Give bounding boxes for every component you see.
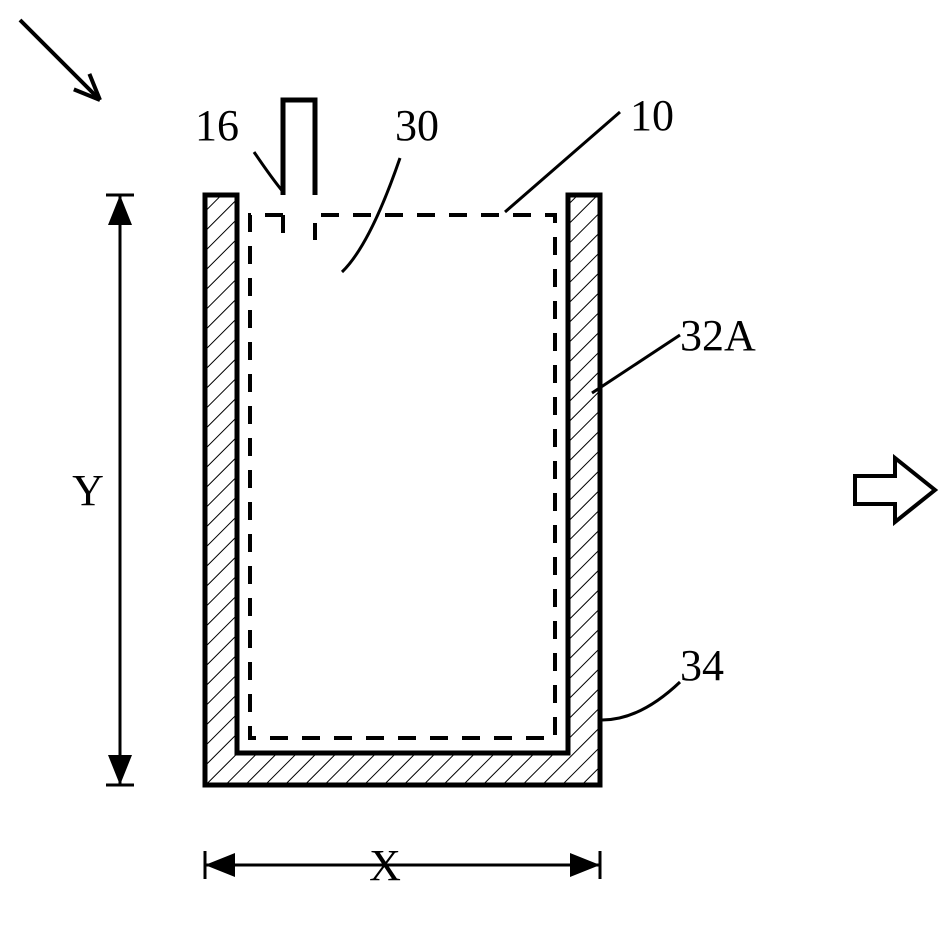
leader-34 xyxy=(602,682,680,720)
dimension-x-label: X xyxy=(369,841,401,890)
top-left-arrow xyxy=(20,20,100,100)
dimension-x: X xyxy=(205,841,600,890)
right-block-arrow xyxy=(855,458,935,522)
dimension-y-label: Y xyxy=(72,466,104,515)
container-wall xyxy=(205,195,600,785)
dimension-y: Y xyxy=(72,195,134,785)
dashed-insert xyxy=(250,215,555,738)
label-32a: 32A xyxy=(680,311,756,360)
label-16: 16 xyxy=(195,101,239,150)
top-port xyxy=(283,100,315,195)
label-34: 34 xyxy=(680,641,724,690)
label-10: 10 xyxy=(630,91,674,140)
leader-16 xyxy=(254,152,284,193)
leader-32a xyxy=(592,335,680,393)
leader-10 xyxy=(505,112,620,212)
label-30: 30 xyxy=(395,101,439,150)
